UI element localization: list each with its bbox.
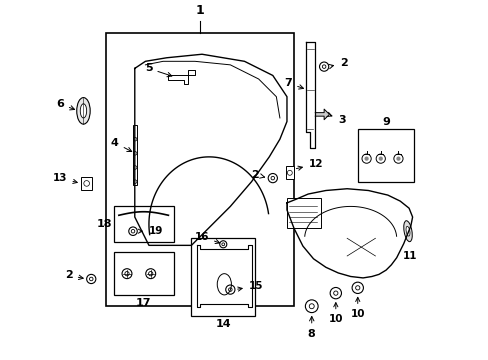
Text: 9: 9 xyxy=(381,117,389,127)
Text: 1: 1 xyxy=(196,4,204,17)
Ellipse shape xyxy=(405,226,409,236)
Ellipse shape xyxy=(217,274,231,295)
Bar xyxy=(191,238,255,316)
Bar xyxy=(113,252,173,295)
Text: 12: 12 xyxy=(296,159,323,170)
Text: 4: 4 xyxy=(111,138,131,152)
Text: 5: 5 xyxy=(144,63,171,77)
Text: 8: 8 xyxy=(307,316,315,338)
Text: 17: 17 xyxy=(136,298,151,308)
Text: 19: 19 xyxy=(138,226,163,236)
Circle shape xyxy=(364,157,368,161)
Text: 6: 6 xyxy=(56,99,74,110)
Ellipse shape xyxy=(403,221,411,242)
Polygon shape xyxy=(315,109,329,120)
Bar xyxy=(286,198,320,228)
Text: 2: 2 xyxy=(250,170,264,180)
Text: 3: 3 xyxy=(326,112,345,125)
Text: 2: 2 xyxy=(65,270,83,280)
Bar xyxy=(113,206,173,242)
Circle shape xyxy=(395,157,400,161)
Ellipse shape xyxy=(77,98,90,124)
Bar xyxy=(106,33,293,306)
Ellipse shape xyxy=(80,104,86,118)
Text: 14: 14 xyxy=(215,319,231,329)
Text: 15: 15 xyxy=(237,281,263,291)
Text: 18: 18 xyxy=(96,219,112,229)
Bar xyxy=(81,177,92,190)
Bar xyxy=(285,166,293,179)
Bar xyxy=(133,125,137,185)
Text: 10: 10 xyxy=(328,303,343,324)
Text: 11: 11 xyxy=(402,251,416,261)
Text: 13: 13 xyxy=(53,173,77,184)
Text: 2: 2 xyxy=(328,58,347,69)
Text: 10: 10 xyxy=(350,297,364,319)
Text: 16: 16 xyxy=(194,231,219,243)
Bar xyxy=(357,129,413,182)
Circle shape xyxy=(378,157,382,161)
Text: 7: 7 xyxy=(284,78,303,89)
